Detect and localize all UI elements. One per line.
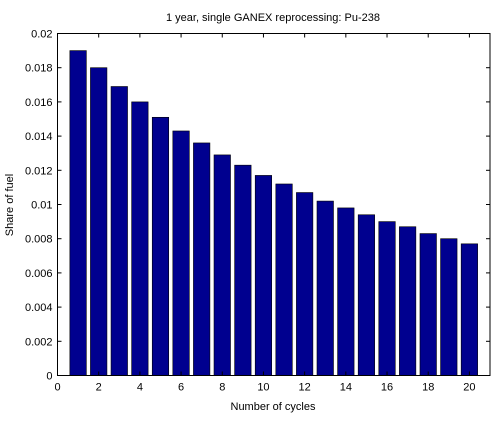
x-tick-label: 12: [299, 382, 311, 394]
plot-frame: [57, 33, 491, 376]
y-tick-label: 0.018: [25, 63, 53, 75]
x-tick-label: 4: [137, 382, 143, 394]
y-tick-label: 0.004: [25, 302, 53, 314]
bar-cycle-15: [357, 214, 375, 376]
bar-cycle-4: [131, 101, 149, 376]
bar-cycle-6: [172, 130, 190, 376]
x-tick-label: 20: [463, 382, 475, 394]
y-tick-label: 0.014: [25, 131, 53, 143]
bar-cycle-5: [151, 116, 170, 376]
y-axis-title: Share of fuel: [4, 174, 16, 236]
y-tick-label: 0.006: [25, 268, 53, 280]
bar-cycle-7: [193, 142, 211, 376]
y-tick-label: 0.002: [25, 336, 53, 348]
bar-cycle-12: [296, 192, 314, 376]
y-tick-label: 0.012: [25, 165, 53, 177]
bar-cycle-2: [90, 67, 108, 376]
x-tick-label: 2: [96, 382, 102, 394]
bar-cycle-1: [69, 50, 87, 376]
bar-cycle-14: [337, 207, 355, 376]
x-tick-label: 0: [54, 382, 60, 394]
bar-cycle-18: [419, 233, 437, 376]
y-tick-label: 0.01: [31, 200, 52, 212]
bar-cycle-17: [399, 226, 417, 376]
x-tick-label: 6: [178, 382, 184, 394]
y-tick-label: 0: [46, 371, 52, 383]
x-tick-label: 8: [219, 382, 225, 394]
x-tick-label: 10: [257, 382, 269, 394]
bar-cycle-11: [275, 183, 293, 376]
bar-cycle-16: [378, 221, 396, 376]
bar-cycle-10: [254, 175, 272, 376]
y-tick-labels: 0 0.002 0.004 0.006 0.008 0.01 0.012 0.014 0.016…: [25, 29, 53, 383]
x-tick-label: 14: [340, 382, 352, 394]
bars-group: [69, 50, 478, 376]
bar-cycle-8: [213, 154, 231, 376]
plot-area: [57, 33, 490, 376]
chart-title: 1 year, single GANEX reprocessing: Pu-23…: [166, 12, 380, 24]
y-tick-label: 0.016: [25, 97, 53, 109]
x-tick-label: 16: [381, 382, 393, 394]
x-tick-labels: 0 2 4 6 8 10 12 14 16 18 20: [54, 382, 475, 394]
bar-cycle-9: [234, 164, 252, 376]
x-tick-label: 18: [422, 382, 434, 394]
y-tick-label: 0.008: [25, 234, 53, 246]
bar-cycle-19: [440, 238, 458, 376]
bar-cycle-20: [460, 243, 478, 376]
bar-cycle-13: [316, 200, 334, 376]
x-axis-title: Number of cycles: [231, 401, 316, 413]
bar-cycle-3: [110, 86, 128, 376]
y-tick-label: 0.02: [31, 29, 52, 41]
